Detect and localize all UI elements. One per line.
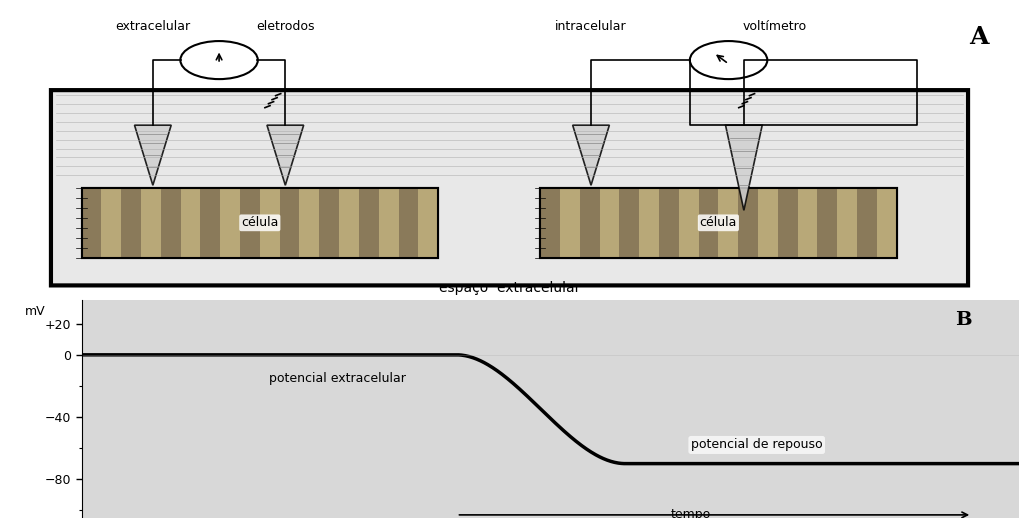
Bar [679,188,699,258]
Bar [279,188,300,258]
Bar [718,188,738,258]
Bar [798,188,817,258]
Bar [620,188,639,258]
Text: célula: célula [242,217,278,229]
Bar [379,188,398,258]
Bar [580,188,599,258]
Bar [141,188,161,258]
Text: potencial de repouso: potencial de repouso [691,438,822,452]
Bar [82,188,438,258]
Bar [240,188,260,258]
Bar [738,188,758,258]
FancyBboxPatch shape [51,90,968,285]
Bar [319,188,339,258]
Bar [201,188,220,258]
Bar [359,188,379,258]
Text: célula: célula [700,217,737,229]
Bar [260,188,279,258]
Circle shape [690,41,767,79]
Bar [817,188,838,258]
Bar [161,188,180,258]
Bar [121,188,141,258]
Polygon shape [267,125,304,185]
Bar [599,188,620,258]
Bar [82,188,438,258]
Circle shape [180,41,258,79]
Text: mV: mV [25,305,46,318]
Bar [838,188,857,258]
Text: tempo: tempo [671,508,711,518]
Bar [758,188,777,258]
Bar [559,188,580,258]
Polygon shape [573,125,609,185]
Text: potencial extracelular: potencial extracelular [269,371,406,385]
Text: eletrodos: eletrodos [256,20,315,33]
Bar [300,188,319,258]
Bar [857,188,877,258]
Text: intracelular: intracelular [555,20,627,33]
Text: espaço  extracelular: espaço extracelular [439,281,580,295]
Bar [639,188,659,258]
Text: B: B [956,311,972,329]
Bar [540,188,897,258]
Bar [777,188,798,258]
Polygon shape [135,125,171,185]
Bar [101,188,121,258]
Bar [82,188,101,258]
Polygon shape [726,125,762,210]
Bar [419,188,438,258]
Bar [339,188,359,258]
Bar [699,188,718,258]
Bar [180,188,201,258]
Bar [220,188,240,258]
Bar [540,188,897,258]
Bar [398,188,419,258]
Text: extracelular: extracelular [115,20,191,33]
Bar [877,188,897,258]
Text: voltímetro: voltímetro [743,20,806,33]
Bar [540,188,559,258]
Text: A: A [969,25,988,49]
Bar [659,188,679,258]
